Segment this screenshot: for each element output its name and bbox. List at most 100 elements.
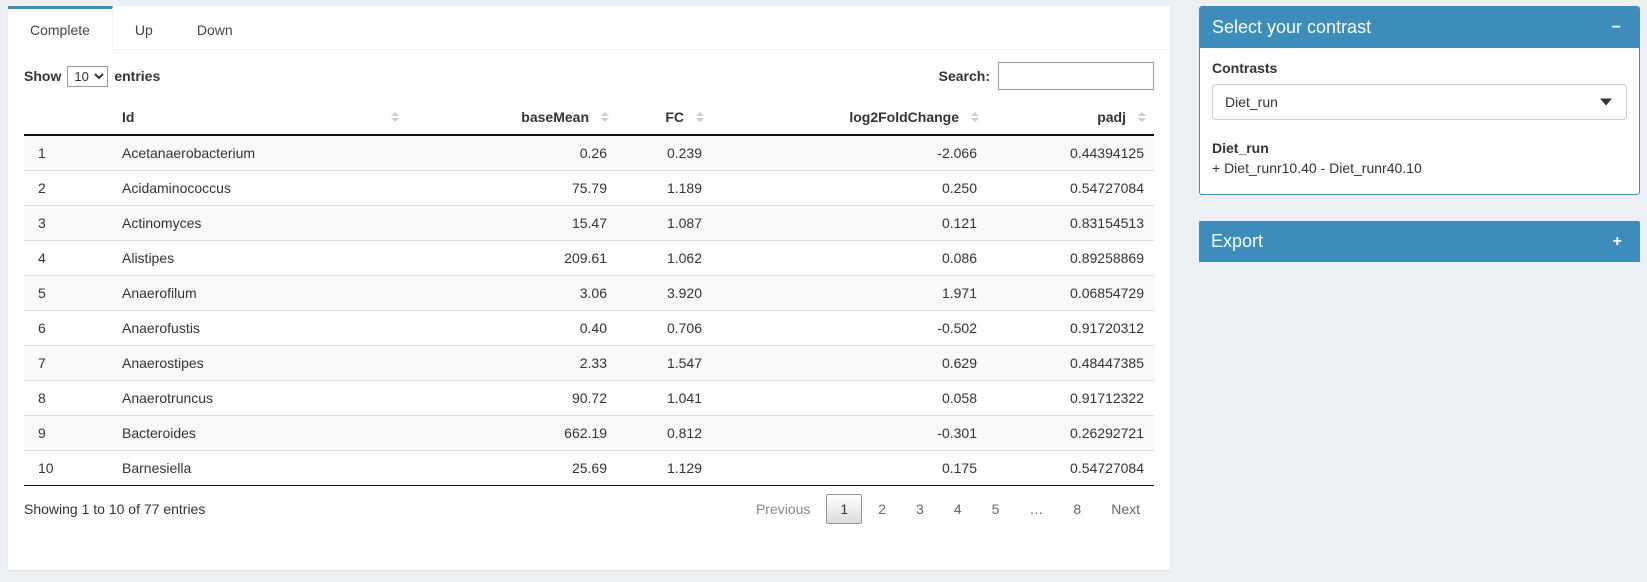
column-header-fc[interactable]: FC — [617, 100, 712, 136]
export-panel-header[interactable]: Export + — [1199, 221, 1640, 262]
export-panel-title: Export — [1211, 231, 1264, 251]
pagination-ellipsis: … — [1029, 501, 1044, 517]
contrast-panel-body: Contrasts Diet_run Diet_run + Diet_runr1… — [1200, 48, 1639, 194]
show-label: Show — [24, 68, 62, 84]
basemean-cell: 25.69 — [407, 450, 617, 486]
id-cell: Barnesiella — [112, 450, 407, 486]
row-index-cell: 1 — [24, 134, 112, 171]
results-table: Id baseMean FC log2FoldChange — [24, 100, 1154, 486]
fc-cell: 0.812 — [617, 415, 712, 451]
row-index-header — [24, 100, 112, 136]
row-index-cell: 10 — [24, 450, 112, 486]
contrasts-label: Contrasts — [1212, 60, 1278, 76]
tab-down-label: Down — [196, 21, 233, 38]
tab-up[interactable]: Up — [113, 6, 175, 50]
table-row: 8 Anaerotruncus 90.72 1.041 0.058 0.9171… — [24, 380, 1154, 416]
table-info: Showing 1 to 10 of 77 entries — [24, 501, 206, 517]
padj-cell: 0.89258869 — [987, 240, 1154, 276]
log2foldchange-cell: 0.629 — [712, 345, 987, 381]
search-control: Search: — [939, 62, 1154, 90]
collapse-minus-icon[interactable]: − — [1606, 18, 1627, 38]
padj-cell: 0.44394125 — [987, 134, 1154, 171]
column-header-log2foldchange[interactable]: log2FoldChange — [712, 100, 987, 136]
search-input[interactable] — [998, 62, 1154, 90]
contrast-panel: Select your contrast − Contrasts Diet_ru… — [1199, 6, 1640, 195]
sidebar: Select your contrast − Contrasts Diet_ru… — [1199, 6, 1640, 262]
tab-complete-label: Complete — [30, 21, 90, 38]
tab-complete[interactable]: Complete — [8, 6, 113, 50]
padj-cell: 0.91720312 — [987, 310, 1154, 346]
pagination-page-8[interactable]: 8 — [1073, 501, 1082, 517]
tab-content: Show 10 entries Search: Id — [8, 50, 1170, 524]
tab-down[interactable]: Down — [175, 6, 255, 50]
id-cell: Actinomyces — [112, 205, 407, 241]
id-cell: Bacteroides — [112, 415, 407, 451]
id-cell: Acetanaerobacterium — [112, 134, 407, 171]
table-row: 5 Anaerofilum 3.06 3.920 1.971 0.0685472… — [24, 275, 1154, 311]
pagination: Previous 1 2 3 4 5 … 8 Next — [740, 494, 1154, 524]
pagination-page-4[interactable]: 4 — [953, 501, 962, 517]
table-header-row: Id baseMean FC log2FoldChange — [24, 100, 1154, 136]
table-row: 1 Acetanaerobacterium 0.26 0.239 -2.066 … — [24, 134, 1154, 171]
pagination-previous[interactable]: Previous — [755, 501, 811, 517]
tab-nav: Complete Up Down — [8, 6, 1170, 50]
pagination-page-1[interactable]: 1 — [826, 494, 863, 524]
row-index-cell: 5 — [24, 275, 112, 311]
basemean-cell: 662.19 — [407, 415, 617, 451]
pagination-page-3[interactable]: 3 — [916, 501, 924, 517]
contrast-panel-header[interactable]: Select your contrast − — [1200, 7, 1639, 48]
table-row: 2 Acidaminococcus 75.79 1.189 0.250 0.54… — [24, 170, 1154, 206]
column-header-id-label: Id — [122, 109, 135, 125]
pagination-page-5[interactable]: 5 — [991, 501, 1000, 517]
padj-cell: 0.48447385 — [987, 345, 1154, 381]
id-cell: Anaerofilum — [112, 275, 407, 311]
basemean-cell: 90.72 — [407, 380, 617, 416]
table-row: 4 Alistipes 209.61 1.062 0.086 0.8925886… — [24, 240, 1154, 276]
padj-cell: 0.54727084 — [987, 450, 1154, 486]
fc-cell: 1.547 — [617, 345, 712, 381]
fc-cell: 0.239 — [617, 134, 712, 171]
contrast-panel-title: Select your contrast — [1212, 17, 1372, 37]
column-header-fc-label: FC — [665, 109, 684, 125]
pagination-next[interactable]: Next — [1111, 501, 1140, 517]
row-index-cell: 6 — [24, 310, 112, 346]
log2foldchange-cell: 0.250 — [712, 170, 987, 206]
row-index-cell: 2 — [24, 170, 112, 206]
padj-cell: 0.91712322 — [987, 380, 1154, 416]
padj-cell: 0.54727084 — [987, 170, 1154, 206]
pagination-page-2[interactable]: 2 — [878, 501, 887, 517]
sort-icon — [391, 112, 399, 122]
basemean-cell: 0.26 — [407, 134, 617, 171]
contrast-select[interactable]: Diet_run — [1212, 84, 1627, 120]
id-cell: Acidaminococcus — [112, 170, 407, 206]
id-cell: Anaerofustis — [112, 310, 407, 346]
fc-cell: 3.920 — [617, 275, 712, 311]
fc-cell: 0.706 — [617, 310, 712, 346]
column-header-basemean[interactable]: baseMean — [407, 100, 617, 136]
id-cell: Anaerotruncus — [112, 380, 407, 416]
contrast-name: Diet_run — [1212, 140, 1269, 156]
column-header-id[interactable]: Id — [112, 100, 407, 136]
expand-plus-icon[interactable]: + — [1607, 232, 1628, 252]
id-cell: Alistipes — [112, 240, 407, 276]
contrast-formula: + Diet_runr10.40 - Diet_runr40.10 — [1212, 160, 1422, 176]
basemean-cell: 0.40 — [407, 310, 617, 346]
page-length-select[interactable]: 10 — [67, 65, 109, 87]
row-index-cell: 4 — [24, 240, 112, 276]
row-index-cell: 7 — [24, 345, 112, 381]
log2foldchange-cell: -0.502 — [712, 310, 987, 346]
fc-cell: 1.062 — [617, 240, 712, 276]
table-row: 3 Actinomyces 15.47 1.087 0.121 0.831545… — [24, 205, 1154, 241]
fc-cell: 1.087 — [617, 205, 712, 241]
table-row: 7 Anaerostipes 2.33 1.547 0.629 0.484473… — [24, 345, 1154, 381]
basemean-cell: 15.47 — [407, 205, 617, 241]
log2foldchange-cell: -0.301 — [712, 415, 987, 451]
row-index-cell: 8 — [24, 380, 112, 416]
table-row: 9 Bacteroides 662.19 0.812 -0.301 0.2629… — [24, 415, 1154, 451]
page-length-control: Show 10 entries — [24, 65, 160, 87]
padj-cell: 0.06854729 — [987, 275, 1154, 311]
column-header-padj[interactable]: padj — [987, 100, 1154, 136]
row-index-cell: 9 — [24, 415, 112, 451]
sort-icon — [971, 112, 979, 122]
id-cell: Anaerostipes — [112, 345, 407, 381]
